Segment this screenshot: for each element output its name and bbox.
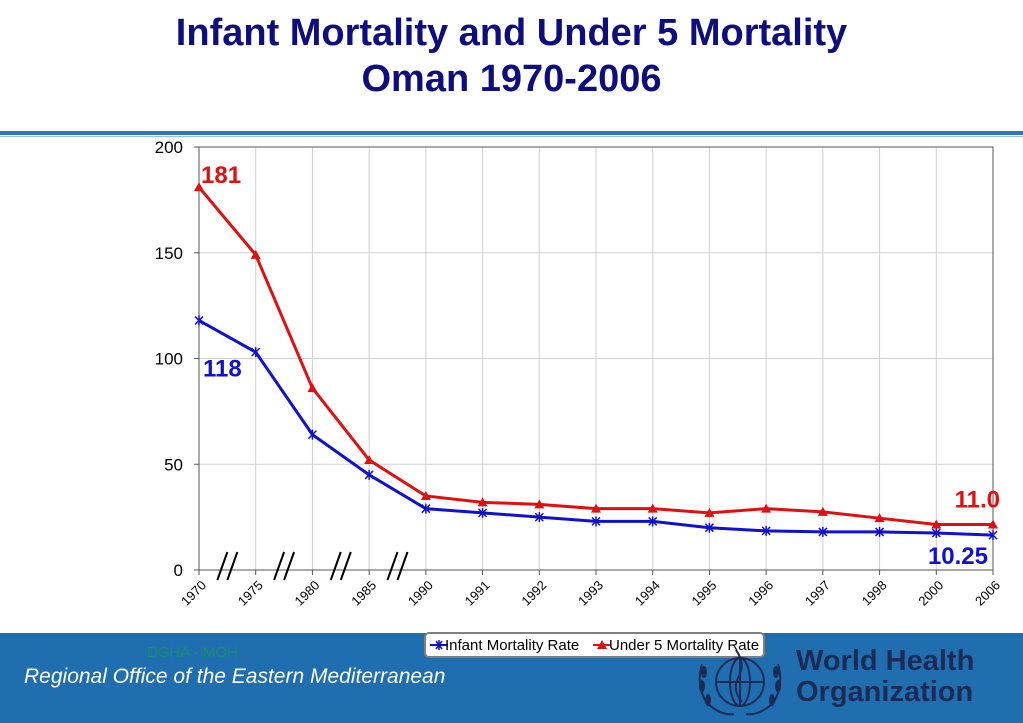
x-tick-label: 1985 — [348, 578, 379, 609]
under5-legend-swatch-icon — [593, 640, 611, 649]
data-point-under5 — [817, 506, 828, 516]
title-divider-thin — [0, 136, 1023, 137]
data-point-under5 — [534, 499, 545, 509]
data-point-under5 — [194, 182, 204, 192]
data-point-under5 — [420, 490, 431, 500]
x-tick-label: 1975 — [235, 578, 266, 609]
data-point-infant — [761, 525, 771, 536]
data-point-infant — [251, 347, 261, 358]
data-point-infant — [648, 516, 658, 527]
data-point-infant — [478, 507, 488, 518]
data-point-under5 — [988, 519, 998, 529]
axis-break-mark — [396, 551, 409, 581]
data-annotations: 181 118 11.0 10.25 — [201, 162, 1000, 570]
data-point-under5 — [591, 503, 601, 513]
axis-break-mark — [216, 551, 229, 581]
data-point-infant — [194, 315, 204, 326]
data-point-infant — [591, 516, 601, 527]
legend-label-infant: Infant Mortality Rate — [445, 637, 580, 654]
data-point-under5 — [874, 513, 885, 523]
who-emblem-icon — [698, 649, 782, 716]
x-tick-label: 1980 — [291, 578, 322, 609]
data-point-under5 — [250, 249, 261, 259]
org-name-line-2: Organization — [796, 676, 974, 708]
title-line-2: Oman 1970-2006 — [361, 58, 662, 100]
title-divider — [0, 131, 1023, 135]
x-tick-label: 1970 — [178, 578, 209, 609]
data-point-under5 — [931, 519, 942, 529]
slide-title: Infant Mortality and Under 5 Mortality O… — [0, 10, 1023, 102]
data-point-infant — [307, 429, 317, 440]
axis-break-mark — [329, 551, 342, 581]
x-tick-label: 1991 — [462, 578, 493, 609]
infant-legend-swatch-icon — [430, 640, 448, 650]
annotation-label: 11.0 — [955, 487, 1000, 514]
x-tick-label: 1994 — [632, 578, 663, 609]
data-point-infant — [421, 503, 431, 514]
annotation-label: 118 — [203, 355, 242, 382]
data-point-infant — [931, 527, 941, 538]
data-point-under5 — [364, 455, 375, 465]
org-name-line-1: World Health — [796, 645, 975, 677]
data-point-under5 — [307, 383, 318, 393]
chart-legend: Infant Mortality Rate Under 5 Mortality … — [424, 632, 765, 658]
source-label: DGHA - MOH — [147, 644, 238, 661]
data-point-infant — [704, 522, 714, 533]
x-tick-label: 1993 — [575, 578, 606, 609]
chart-series — [194, 182, 998, 541]
footer-text: Regional Office of the Eastern Mediterra… — [24, 665, 446, 688]
data-point-infant — [364, 469, 374, 480]
x-axis-ticks: 1970 1975 1980 1985 1990 1991 1992 1993 1994 1995… — [178, 570, 1003, 609]
y-tick-label: 150 — [155, 244, 183, 263]
x-tick-label: 1992 — [518, 578, 549, 609]
y-tick-label: 50 — [164, 455, 183, 474]
axis-break-mark — [226, 551, 239, 581]
annotation-label: 10.25 — [928, 543, 988, 570]
legend-label-under5: Under 5 Mortality Rate — [609, 637, 760, 654]
data-point-under5 — [477, 497, 488, 507]
data-point-under5 — [647, 503, 658, 513]
x-tick-label: 1990 — [405, 578, 436, 609]
title-line-1: Infant Mortality and Under 5 Mortality — [175, 12, 848, 54]
axis-break-mark — [386, 551, 399, 581]
y-tick-label: 100 — [155, 350, 183, 369]
data-point-infant — [988, 530, 998, 541]
annotation-label: 181 — [201, 162, 241, 189]
org-name: World Health Organization — [796, 646, 974, 708]
data-point-infant — [875, 526, 885, 537]
x-tick-label: 1995 — [688, 578, 719, 609]
x-tick-label: 2006 — [972, 578, 1003, 609]
y-tick-label: 0 — [174, 561, 183, 580]
axis-break-mark — [273, 551, 286, 581]
axis-break-mark — [339, 551, 352, 581]
data-point-under5 — [761, 503, 772, 513]
x-tick-label: 2000 — [915, 578, 946, 609]
y-axis-ticks: 0 50 100 150 200 — [155, 138, 199, 580]
x-tick-label: 1998 — [859, 578, 890, 609]
x-tick-label: 1996 — [745, 578, 776, 609]
x-tick-label: 1997 — [802, 578, 833, 609]
axis-break-mark — [283, 551, 296, 581]
y-tick-label: 200 — [155, 138, 183, 157]
data-point-under5 — [704, 507, 715, 517]
axis-break-marks — [216, 551, 409, 581]
data-point-infant — [818, 526, 828, 537]
data-point-infant — [534, 512, 544, 523]
